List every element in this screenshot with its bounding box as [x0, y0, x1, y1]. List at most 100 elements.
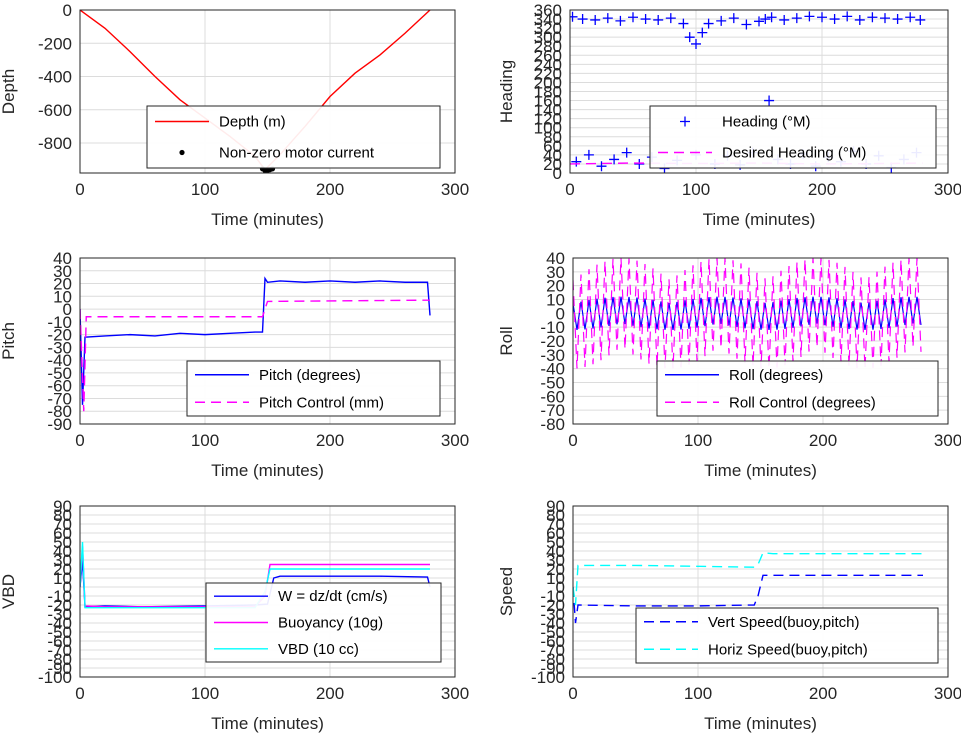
chart-panel-speed: 0 100 200 3009080706050403020100-10-20-30-4… — [497, 497, 961, 733]
y-tick-label: 0 — [63, 300, 72, 319]
y-tick-label: 30 — [53, 262, 72, 281]
legend-label: Heading (°M) — [722, 114, 811, 131]
series-heading-m-point — [577, 14, 588, 25]
series-heading-m-point — [590, 14, 601, 25]
y-tick-label: 70 — [546, 515, 565, 534]
series-heading-m-point — [716, 15, 727, 26]
axes-box — [79, 9, 456, 174]
legend: W = dz/dt (cm/s) Buoyancy (10g) VBD (10 cc… — [205, 582, 442, 663]
x-axis-label: Time (minutes) — [703, 210, 816, 229]
y-tick-label: -80 — [540, 415, 565, 434]
y-tick-label: 140 — [534, 101, 562, 120]
y-tick-label: 40 — [53, 542, 72, 561]
legend-label: W = dz/dt (cm/s) — [278, 588, 388, 605]
chart-panel-pitch: 0 100 200 300403020100-10-20-30-40-50-60-70… — [0, 249, 469, 480]
y-tick-label: 0 — [556, 578, 565, 597]
series-vbd-10-cc — [80, 541, 430, 609]
series-heading-m-point — [817, 12, 827, 23]
x-tick-label: 300 — [441, 684, 469, 703]
axes-box — [79, 257, 456, 425]
y-axis-label: Heading — [497, 60, 516, 123]
legend-box — [186, 360, 441, 417]
y-tick-label: 0 — [556, 304, 565, 323]
x-tick-label: 300 — [934, 180, 961, 199]
x-tick-label: 0 — [565, 180, 574, 199]
y-tick-label: -40 — [540, 360, 565, 379]
y-tick-label: -50 — [540, 623, 565, 642]
series-heading-m-point — [703, 18, 714, 29]
y-tick-label: 90 — [53, 497, 72, 516]
series-heading-m-point — [764, 95, 775, 106]
legend-label: VBD (10 cc) — [278, 641, 359, 658]
y-tick-label: 20 — [546, 277, 565, 296]
y-tick-label: -10 — [47, 587, 72, 606]
series-heading-m-point — [728, 13, 739, 24]
y-tick-label: -400 — [38, 68, 72, 87]
x-tick-label: 100 — [682, 180, 710, 199]
y-tick-label: 160 — [534, 92, 562, 111]
legend-box — [146, 105, 441, 169]
y-tick-label: -30 — [47, 338, 72, 357]
x-tick-label: 200 — [809, 431, 837, 450]
x-tick-label: 0 — [75, 431, 84, 450]
x-tick-label: 300 — [934, 431, 961, 450]
y-tick-label: -80 — [47, 402, 72, 421]
y-tick-label: 120 — [534, 110, 562, 129]
y-tick-label: 40 — [53, 249, 72, 268]
series-horiz-speed-buoy-pitch — [573, 552, 923, 606]
x-tick-label: 200 — [809, 684, 837, 703]
x-tick-label: 200 — [316, 431, 344, 450]
y-tick-label: -10 — [47, 313, 72, 332]
series-heading-m-point — [583, 149, 594, 160]
legend: Heading (°M) Desired Heading (°M) — [649, 105, 937, 169]
series-heading-m-point — [640, 14, 651, 25]
series-heading-m-point — [791, 13, 802, 24]
y-tick-label: -10 — [540, 318, 565, 337]
x-tick-label: 200 — [316, 684, 344, 703]
x-axis-label: Time (minutes) — [704, 461, 817, 480]
series-group — [573, 258, 922, 369]
y-tick-label: -20 — [47, 596, 72, 615]
x-tick-label: 200 — [808, 180, 836, 199]
x-tick-label: 300 — [441, 180, 469, 199]
y-tick-label: 300 — [534, 28, 562, 47]
y-tick-label: -60 — [47, 377, 72, 396]
series-heading-m-point — [684, 32, 695, 43]
legend-label: Desired Heading (°M) — [722, 145, 866, 162]
axes-box — [572, 257, 949, 425]
x-tick-label: 300 — [441, 431, 469, 450]
x-tick-label: 100 — [191, 684, 219, 703]
legend-label: Roll (degrees) — [729, 367, 823, 384]
legend-label: Vert Speed(buoy,pitch) — [708, 614, 859, 631]
y-tick-label: 30 — [53, 551, 72, 570]
legend: Depth (m) Non-zero motor current — [146, 105, 441, 169]
y-tick-label: -50 — [47, 623, 72, 642]
y-tick-label: 280 — [534, 37, 562, 56]
y-tick-label: -70 — [540, 401, 565, 420]
y-tick-label: -70 — [47, 641, 72, 660]
y-tick-label: 60 — [543, 137, 562, 156]
series-group — [573, 552, 923, 624]
series-heading-m-point — [570, 11, 578, 22]
x-tick-label: 0 — [75, 180, 84, 199]
series-heading-m-point — [854, 14, 865, 25]
legend-marker — [179, 149, 185, 156]
legend-label: Non-zero motor current — [219, 145, 375, 162]
series-heading-m-point — [779, 14, 790, 25]
y-tick-label: 50 — [53, 533, 72, 552]
y-tick-label: 360 — [534, 1, 562, 20]
y-tick-label: 20 — [546, 560, 565, 579]
y-tick-label: -30 — [540, 605, 565, 624]
axes-box — [569, 9, 949, 174]
y-tick-label: -50 — [47, 364, 72, 383]
y-tick-label: 40 — [546, 542, 565, 561]
series-heading-m-point — [842, 11, 853, 22]
y-tick-label: -80 — [47, 650, 72, 669]
series-group — [80, 276, 431, 412]
y-tick-label: -90 — [47, 659, 72, 678]
series-heading-m-point — [621, 147, 632, 158]
series-heading-m-point — [691, 38, 701, 49]
y-tick-label: 60 — [546, 524, 565, 543]
axes-box — [572, 505, 949, 678]
legend-box — [649, 105, 937, 169]
